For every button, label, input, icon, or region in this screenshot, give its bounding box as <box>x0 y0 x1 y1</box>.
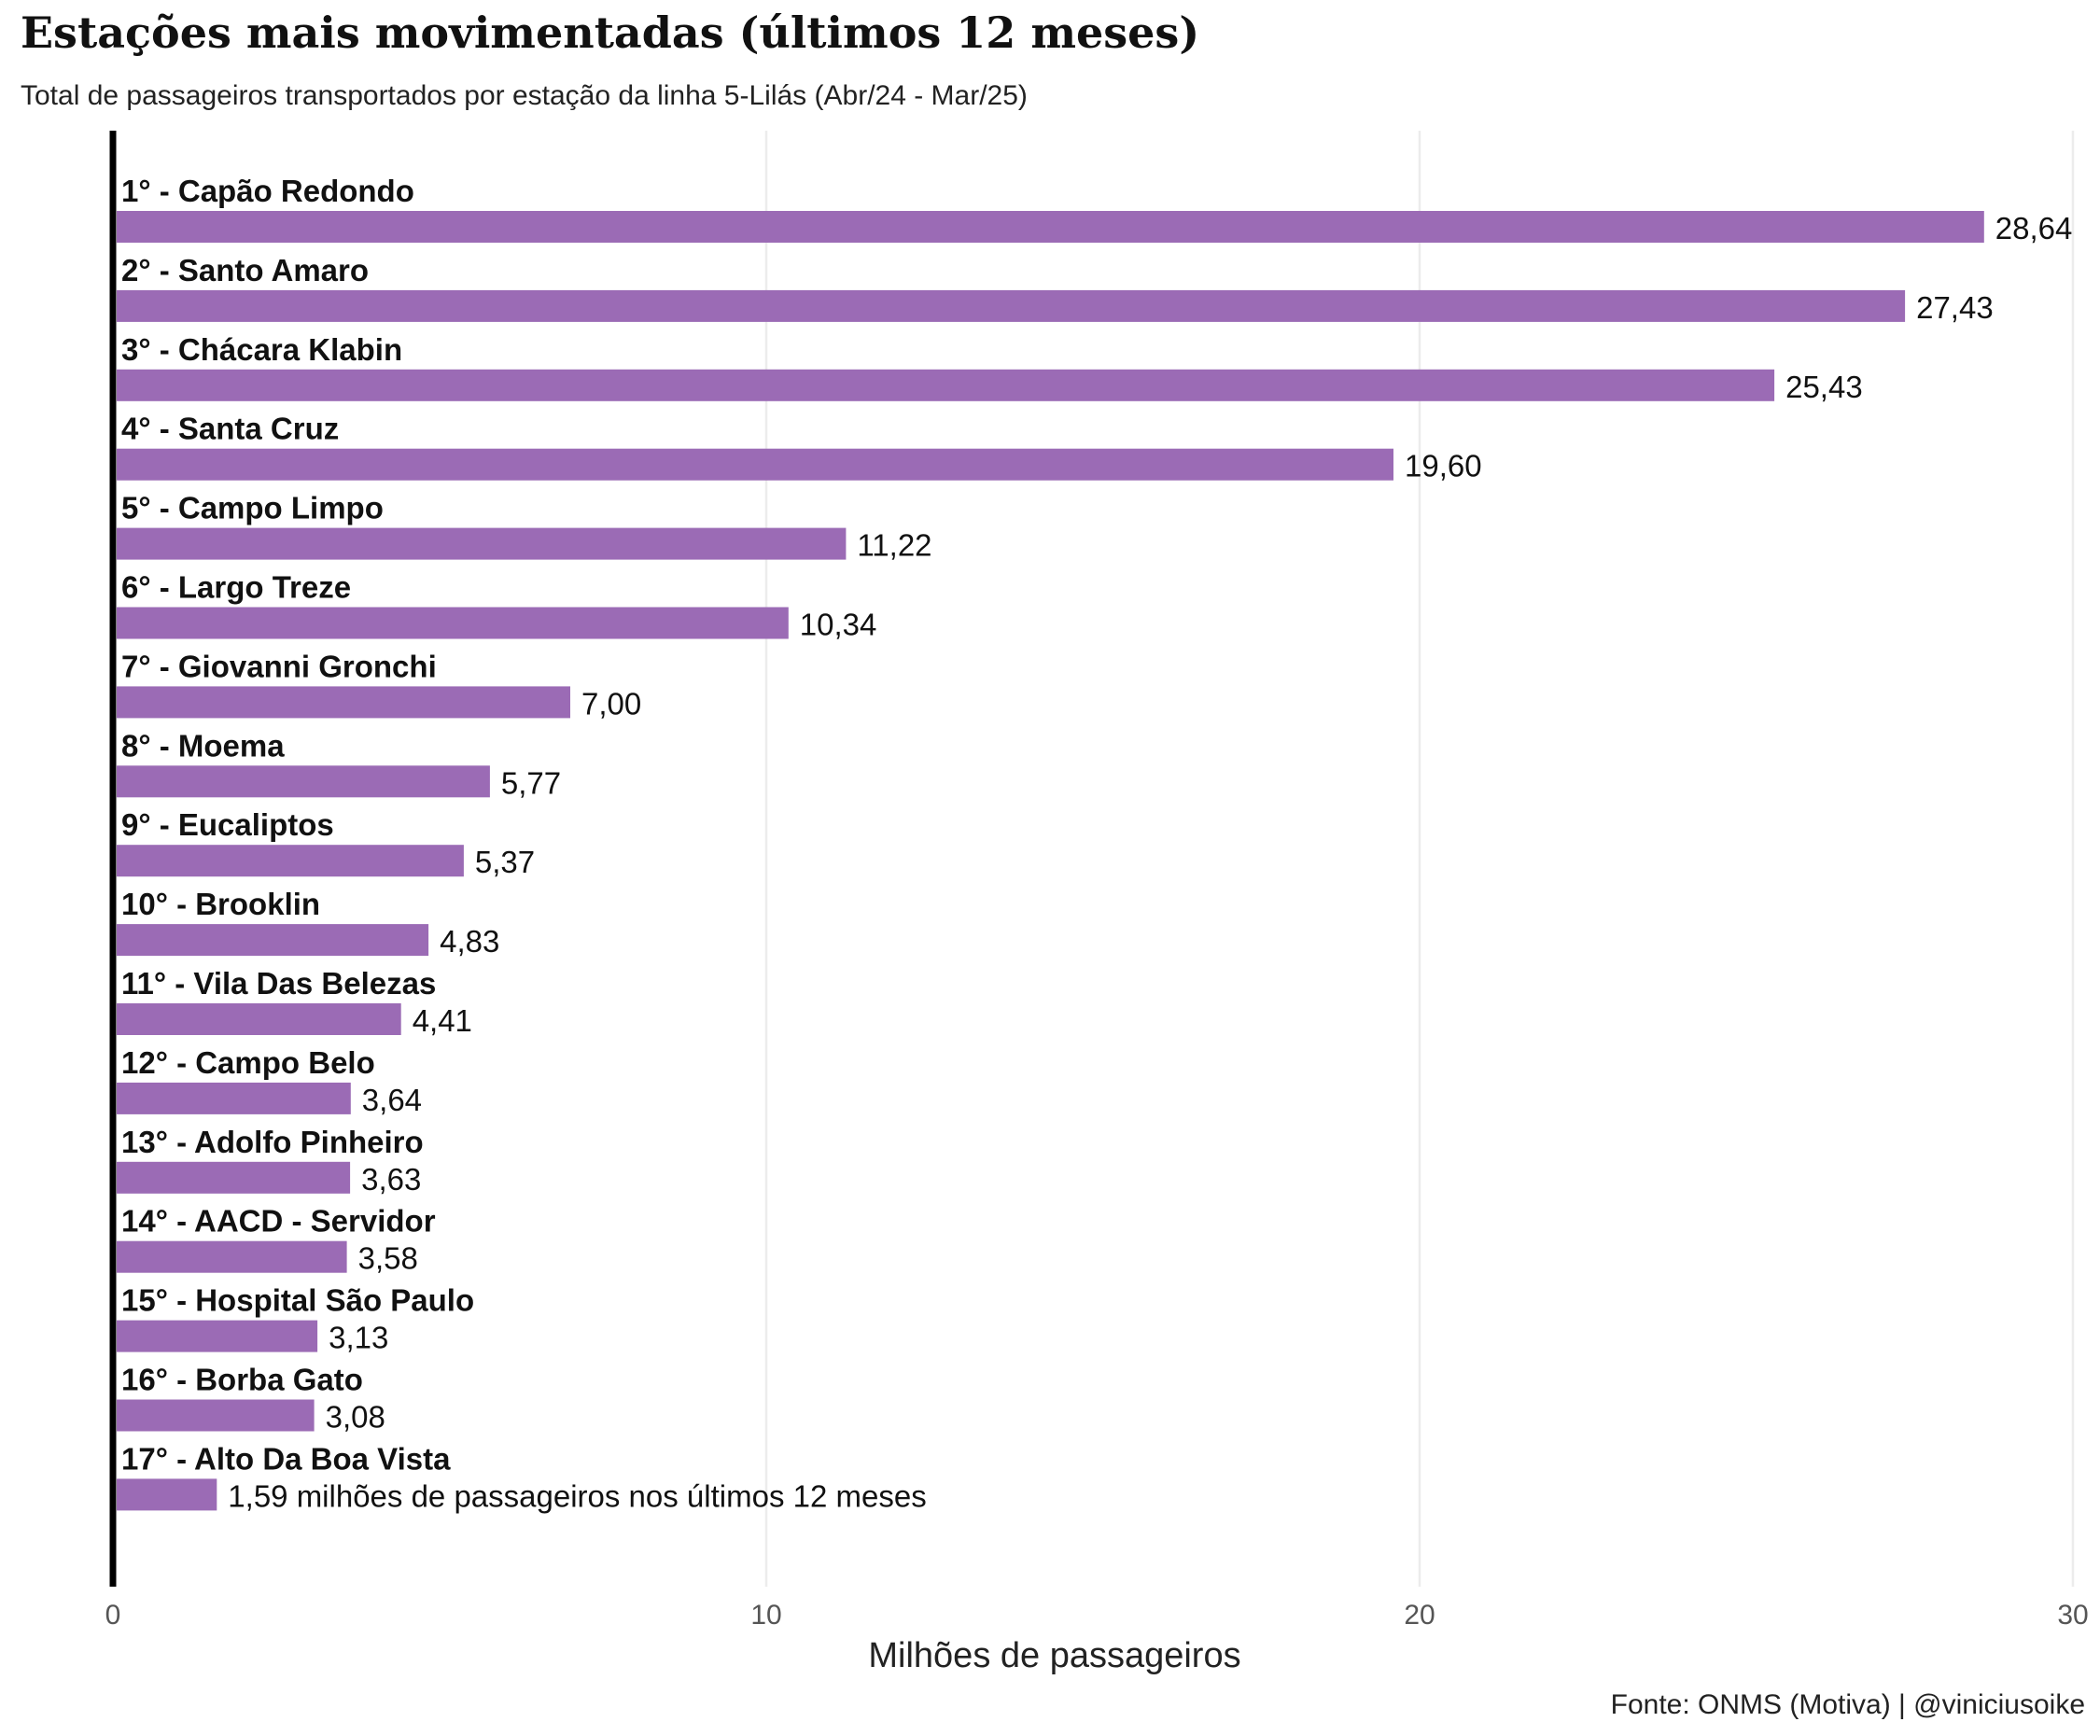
category-label: 7° - Giovanni Gronchi <box>121 649 437 683</box>
bar <box>117 1161 351 1194</box>
x-tick-label: 20 <box>1404 1600 1435 1631</box>
category-label: 9° - Eucaliptos <box>121 807 334 842</box>
bar <box>117 686 570 719</box>
category-label: 2° - Santo Amaro <box>121 253 369 287</box>
bar <box>117 211 1984 243</box>
category-label: 3° - Chácara Klabin <box>121 332 402 367</box>
bar <box>117 289 1906 322</box>
gridlines <box>764 131 2075 1587</box>
x-axis-ticks: 0 10 20 30 <box>105 1600 2089 1631</box>
bar <box>117 1478 217 1511</box>
value-label: 3,58 <box>358 1241 418 1276</box>
category-label: 5° - Campo Limpo <box>121 491 384 525</box>
bar <box>117 1399 315 1432</box>
value-label: 11,22 <box>857 528 931 563</box>
bar <box>117 1003 401 1035</box>
x-axis-title: Milhões de passageiros <box>868 1636 1240 1675</box>
category-label: 13° - Adolfo Pinheiro <box>121 1125 424 1159</box>
bar <box>117 369 1775 401</box>
bar <box>117 845 464 877</box>
value-label: 19,60 <box>1405 449 1482 483</box>
category-label: 16° - Borba Gato <box>121 1363 363 1397</box>
bar <box>117 924 429 957</box>
category-label: 11° - Vila Das Belezas <box>121 966 436 1001</box>
value-label: 10,34 <box>800 608 877 642</box>
category-label: 17° - Alto Da Boa Vista <box>121 1441 451 1476</box>
bars <box>117 211 1984 1511</box>
category-label: 10° - Brooklin <box>121 887 320 921</box>
chart-subtitle: Total de passageiros transportados por e… <box>21 80 1028 111</box>
value-label: 3,13 <box>329 1321 388 1355</box>
x-tick-label: 10 <box>750 1600 781 1631</box>
value-label: 4,83 <box>440 924 499 959</box>
value-label: 28,64 <box>1995 211 2073 245</box>
category-label: 4° - Santa Cruz <box>121 412 339 446</box>
bar <box>117 448 1393 481</box>
value-label: 27,43 <box>1916 290 1994 325</box>
chart-title: Estações mais movimentadas (últimos 12 m… <box>21 7 1200 58</box>
bar <box>117 607 789 639</box>
x-tick-label: 0 <box>105 1600 121 1631</box>
value-label: 5,37 <box>475 845 535 879</box>
value-label: 3,63 <box>361 1162 421 1197</box>
value-label: 25,43 <box>1785 370 1863 404</box>
value-label: 3,64 <box>362 1083 422 1117</box>
value-label: 1,59 milhões de passageiros nos últimos … <box>228 1478 926 1513</box>
category-label: 6° - Largo Treze <box>121 570 351 605</box>
value-label: 3,08 <box>326 1400 385 1435</box>
value-label: 4,41 <box>413 1003 472 1038</box>
bar <box>117 1320 318 1352</box>
value-label: 7,00 <box>581 686 641 721</box>
category-label: 12° - Campo Belo <box>121 1045 375 1080</box>
category-label: 15° - Hospital São Paulo <box>121 1283 474 1318</box>
x-tick-label: 30 <box>2057 1600 2088 1631</box>
category-label: 8° - Moema <box>121 728 285 763</box>
bar <box>117 1082 351 1114</box>
source-caption: Fonte: ONMS (Motiva) | @viniciusoike <box>1610 1689 2085 1720</box>
bar <box>117 765 490 798</box>
value-label: 5,77 <box>501 765 561 800</box>
labels: 1° - Capão Redondo 28,64 2° - Santo Amaro 2… <box>121 174 2072 1513</box>
bar <box>117 527 847 560</box>
category-label: 1° - Capão Redondo <box>121 174 414 208</box>
category-label: 14° - AACD - Servidor <box>121 1204 436 1239</box>
bar <box>117 1240 347 1273</box>
